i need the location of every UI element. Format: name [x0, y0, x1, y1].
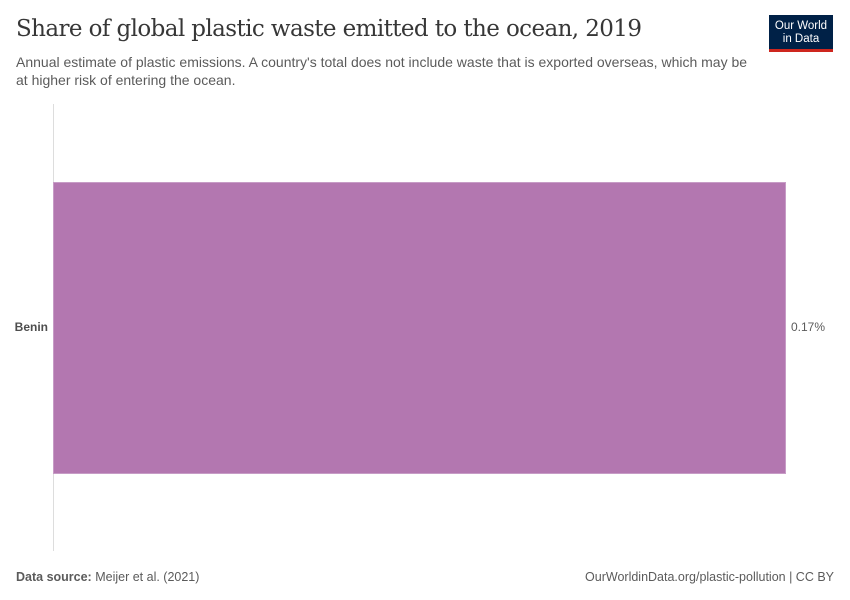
- owid-logo[interactable]: Our World in Data: [769, 15, 833, 52]
- data-source-label: Data source:: [16, 570, 92, 584]
- bar-benin[interactable]: [53, 182, 786, 474]
- chart-subtitle: Annual estimate of plastic emissions. A …: [16, 54, 748, 88]
- attribution-link[interactable]: OurWorldinData.org/plastic-pollution | C…: [585, 570, 834, 584]
- logo-line-2: in Data: [782, 33, 820, 45]
- data-source: Data source: Meijer et al. (2021): [16, 570, 199, 584]
- value-label-benin: 0.17%: [791, 320, 826, 334]
- logo-line-1: Our World: [774, 20, 828, 32]
- chart-title: Share of global plastic waste emitted to…: [16, 16, 642, 42]
- category-label-benin: Benin: [14, 320, 48, 334]
- data-source-value: Meijer et al. (2021): [91, 570, 200, 584]
